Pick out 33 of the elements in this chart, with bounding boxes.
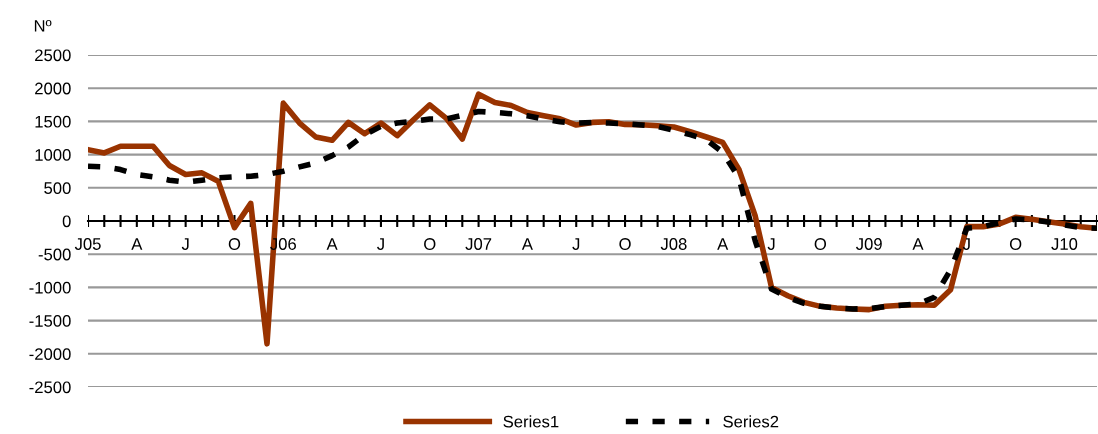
x-tick-label: J [767,238,775,250]
y-tick-label: 1000 [35,149,71,161]
x-tick-label: J08 [660,238,687,250]
x-tick-label: A [912,238,924,250]
y-tick-label: -2500 [29,381,71,394]
y-tick-label: 500 [44,182,71,194]
x-tick-label: J [377,238,384,250]
legend-label: Series2 [723,415,779,428]
x-tick-label: O [1009,238,1022,250]
legend-label: Series1 [503,415,559,428]
y-tick-label: -500 [38,248,71,261]
y-tick-label: 1500 [35,115,71,128]
x-tick-label: A [521,238,533,250]
y-tick-label: 2000 [35,82,71,95]
y-tick-label: 0 [62,215,71,228]
y-tick-label: -2000 [29,348,71,360]
x-tick-label: A [131,238,143,250]
x-tick-label: J10 [1051,238,1078,250]
y-tick-label: 2500 [35,49,71,62]
y-tick-label: -1500 [29,315,71,327]
x-tick-label: J09 [855,238,882,250]
x-tick-label: J05 [74,238,101,250]
x-tick-label: A [717,238,729,250]
y-axis-title: Nº [34,19,52,32]
x-tick-label: O [424,238,436,250]
x-tick-label: O [619,238,631,250]
x-tick-label: O [814,238,827,250]
x-tick-label: J [572,238,580,250]
x-tick-label: O [228,238,241,250]
y-tick-label: -1000 [29,281,71,294]
x-tick-label: A [326,238,338,250]
x-tick-label: J [181,238,189,250]
x-tick-label: J07 [465,238,492,250]
